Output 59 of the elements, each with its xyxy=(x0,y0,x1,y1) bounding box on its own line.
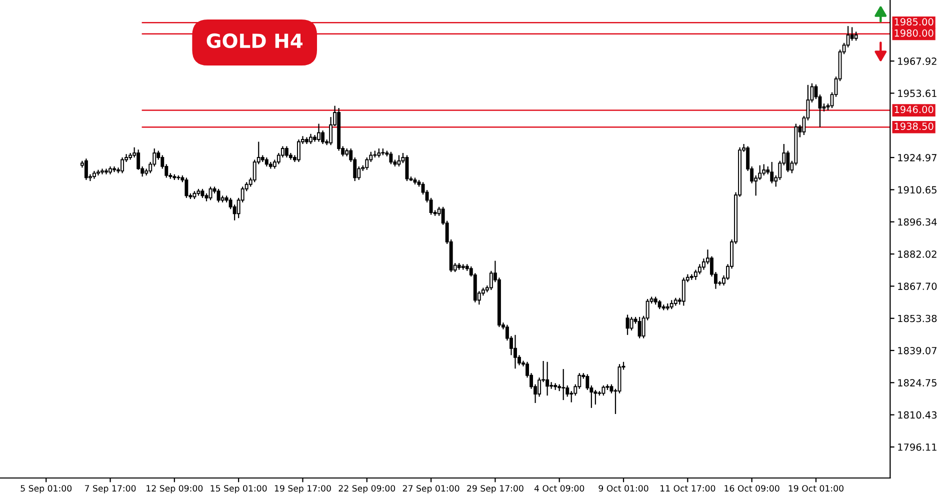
x-tick-label: 5 Sep 01:00 xyxy=(20,485,72,494)
candlestick xyxy=(309,133,312,145)
candlestick xyxy=(514,334,517,370)
candlestick xyxy=(770,161,774,184)
x-tick-label: 15 Sep 01:00 xyxy=(210,485,267,494)
y-tick-label: 1839.07 xyxy=(898,346,936,354)
y-tick-label: 1796.11 xyxy=(898,443,936,451)
x-tick-label: 19 Sep 17:00 xyxy=(274,485,331,494)
candlestick xyxy=(136,149,140,170)
ref-line-label: 1980.00 xyxy=(894,29,934,37)
candlestick xyxy=(638,316,642,339)
y-tick-label: 1810.43 xyxy=(898,411,937,419)
y-tick-label: 1924.97 xyxy=(898,154,936,162)
text: GOLD H4 xyxy=(206,33,302,48)
candlestick xyxy=(100,168,104,175)
x-tick-label: 9 Oct 01:00 xyxy=(598,485,648,492)
candlestick xyxy=(329,116,333,146)
candlestick xyxy=(84,158,88,180)
x-tick-label: 4 Oct 09:00 xyxy=(534,485,584,492)
candlestick xyxy=(594,389,598,406)
candlestick xyxy=(120,156,124,174)
x-tick-label: 19 Oct 01:00 xyxy=(788,485,844,492)
x-tick-label: 27 Sep 01:00 xyxy=(402,485,460,494)
y-tick-label: 1824.75 xyxy=(898,379,936,386)
y-tick-label: 1853.38 xyxy=(898,314,937,322)
x-tick-label: 29 Sep 17:00 xyxy=(467,485,524,494)
x-tick-label: 11 Oct 17:00 xyxy=(660,485,716,492)
x-tick-label: 7 Sep 17:00 xyxy=(84,485,136,494)
y-tick-label: 1882.02 xyxy=(898,250,936,258)
candlestick xyxy=(682,277,686,306)
y-tick-label: 1910.65 xyxy=(898,186,936,194)
candlestick xyxy=(317,123,320,142)
candlestick xyxy=(280,146,284,158)
candlestick xyxy=(389,151,393,165)
candlestick xyxy=(546,361,550,396)
candlestick xyxy=(104,168,108,175)
x-tick-label: 22 Sep 09:00 xyxy=(338,485,396,494)
y-tick-label: 1896.34 xyxy=(898,218,937,226)
x-tick-label: 16 Oct 09:00 xyxy=(724,485,780,492)
candlestick xyxy=(850,26,854,42)
candlestick xyxy=(630,316,634,331)
candlestick xyxy=(586,374,590,390)
candlestick xyxy=(208,186,212,201)
candlestick xyxy=(397,154,401,167)
candlestick xyxy=(562,368,566,401)
x-tick-label: 12 Sep 09:00 xyxy=(146,485,203,494)
candlestick xyxy=(184,177,188,198)
candlestick xyxy=(365,156,369,170)
y-tick-label: 1867.70 xyxy=(898,282,937,290)
candlestick xyxy=(296,138,300,163)
y-tick-label: 1953.61 xyxy=(898,90,936,98)
candlestick xyxy=(284,146,288,158)
y-tick-label: 1967.92 xyxy=(898,58,936,65)
candlestick xyxy=(602,384,606,396)
ref-line-label: 1946.00 xyxy=(894,106,934,114)
candlestick xyxy=(216,188,220,203)
ref-line-label: 1985.00 xyxy=(894,18,934,26)
candlestick xyxy=(762,164,766,176)
ref-line-label: 1938.50 xyxy=(894,122,934,130)
